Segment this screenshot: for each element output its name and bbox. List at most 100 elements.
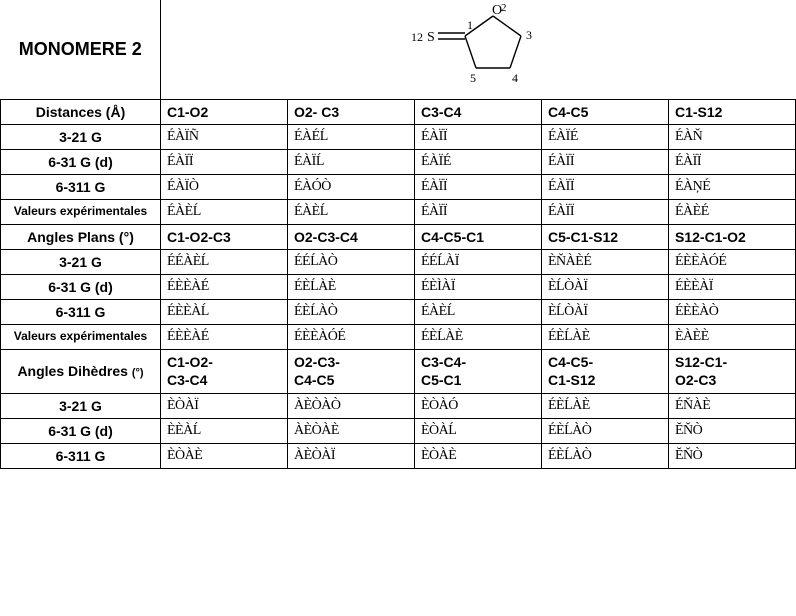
cell: ÈÒÀÓ bbox=[415, 394, 542, 419]
distances-header: Distances (Å) bbox=[1, 100, 161, 125]
cell: ÉÀÈĹ bbox=[415, 300, 542, 325]
label-1: 1 bbox=[467, 18, 473, 32]
cell: ÀÈÒÀÏ bbox=[288, 444, 415, 469]
col-header: C3-C4 bbox=[415, 100, 542, 125]
cell: ĔŇÒ bbox=[669, 419, 796, 444]
col-header: O2-C3-C4-C5 bbox=[288, 350, 415, 394]
col-header: S12-C1-O2 bbox=[669, 225, 796, 250]
atom-s: S bbox=[427, 30, 435, 45]
cell: ÉÈĹÀÈ bbox=[288, 275, 415, 300]
cell: ÈÒÀĹ bbox=[415, 419, 542, 444]
table-row: 6-31 G (d) ÉÀÏÏ ÉÀÏĹ ÉÀÏÉ ÉÀÏÏ ÉÀÏÏ bbox=[1, 150, 796, 175]
cell: ÉÀÏÏ bbox=[542, 175, 669, 200]
row-label: 3-21 G bbox=[1, 125, 161, 150]
row-label: 3-21 G bbox=[1, 394, 161, 419]
cell: ÉÈĹÀÈ bbox=[542, 394, 669, 419]
cell: ÉÈÈÀĹ bbox=[161, 300, 288, 325]
table-row: 6-311 G ÉÈÈÀĹ ÉÈĹÀÒ ÉÀÈĹ ÈĹÒÀÏ ÉÈÈÀÒ bbox=[1, 300, 796, 325]
label-2: 2 bbox=[501, 2, 507, 14]
cell: ÉÀÈĹ bbox=[288, 200, 415, 225]
cell: ÈÒÀÈ bbox=[161, 444, 288, 469]
table-row: Valeurs expérimentales ÉÈÈÀÉ ÉÈÈÀÓÉ ÉÈĹÀ… bbox=[1, 325, 796, 350]
cell: ÉÀÏÉ bbox=[415, 150, 542, 175]
table-row: 3-21 G ÉÀÏÑ ÉÀÉĹ ÉÀÏÏ ÉÀÏÉ ÉÀŇ bbox=[1, 125, 796, 150]
table-row: 3-21 G ÉÉÀÈĹ ÉÉĹÀÒ ÉÉĹÀÏ ÈŇÀÈÉ ÉÈÈÀÓÉ bbox=[1, 250, 796, 275]
col-header: C1-S12 bbox=[669, 100, 796, 125]
dihedrals-header: Angles Dihèdres (°) bbox=[1, 350, 161, 394]
cell: ÉŇÀÈ bbox=[669, 394, 796, 419]
col-header: C4-C5 bbox=[542, 100, 669, 125]
col-header: O2-C3-C4 bbox=[288, 225, 415, 250]
cell: ÉÀÏÏ bbox=[415, 175, 542, 200]
cell: ÉÀÏÒ bbox=[161, 175, 288, 200]
cell: ÉÈÈÀÓÉ bbox=[669, 250, 796, 275]
monomer-table: MONOMERE 2 O 2 3 4 bbox=[0, 0, 796, 469]
row-label: 6-311 G bbox=[1, 300, 161, 325]
cell: ÈĹÒÀÏ bbox=[542, 300, 669, 325]
col-header: S12-C1-O2-C3 bbox=[669, 350, 796, 394]
cell: ÉÀÏÏ bbox=[542, 150, 669, 175]
cell: ÈÈÀĹ bbox=[161, 419, 288, 444]
cell: ÉÀÈĹ bbox=[161, 200, 288, 225]
label-12: 12 bbox=[411, 30, 423, 44]
angles-header: Angles Plans (°) bbox=[1, 225, 161, 250]
col-header: C1-O2-C3 bbox=[161, 225, 288, 250]
cell: ÉÀÏÏ bbox=[161, 150, 288, 175]
col-header: C3-C4-C5-C1 bbox=[415, 350, 542, 394]
table-row: 6-31 G (d) ÉÈÈÀÉ ÉÈĹÀÈ ÉÈÌÀÏ ÈĹÒÀÏ ÉÈÈÀÏ bbox=[1, 275, 796, 300]
cell: ÉÉĹÀÒ bbox=[288, 250, 415, 275]
cell: ÉÀÏÑ bbox=[161, 125, 288, 150]
cell: ÉÈĹÀÈ bbox=[415, 325, 542, 350]
cell: ÉÀÏÏ bbox=[542, 200, 669, 225]
col-header: C1-O2 bbox=[161, 100, 288, 125]
cell: ÉÀÏĹ bbox=[288, 150, 415, 175]
table-row: 6-311 G ÉÀÏÒ ÉÀÓÒ ÉÀÏÏ ÉÀÏÏ ÉÀŅÉ bbox=[1, 175, 796, 200]
row-label: Valeurs expérimentales bbox=[1, 200, 161, 225]
cell: ÉÀÓÒ bbox=[288, 175, 415, 200]
cell: ÉÈÈÀÏ bbox=[669, 275, 796, 300]
page-title: MONOMERE 2 bbox=[1, 0, 161, 100]
row-label: 6-311 G bbox=[1, 175, 161, 200]
cell: ÉÈÈÀÓÉ bbox=[288, 325, 415, 350]
col-header: C4-C5-C1 bbox=[415, 225, 542, 250]
molecule-cell: O 2 3 4 5 1 S 12 bbox=[161, 0, 796, 100]
cell: ÉÈĹÀÒ bbox=[542, 444, 669, 469]
cell: ÈÒÀÏ bbox=[161, 394, 288, 419]
title-row: MONOMERE 2 O 2 3 4 bbox=[1, 0, 796, 100]
table-row: 3-21 G ÈÒÀÏ ÀÈÒÀÒ ÈÒÀÓ ÉÈĹÀÈ ÉŇÀÈ bbox=[1, 394, 796, 419]
cell: ÀÈÒÀÈ bbox=[288, 419, 415, 444]
label-5: 5 bbox=[470, 71, 476, 85]
section-dihedrals: Angles Dihèdres (°) C1-O2-C3-C4 O2-C3-C4… bbox=[1, 350, 796, 394]
cell: ÉÀŅÉ bbox=[669, 175, 796, 200]
cell: ÀÈÒÀÒ bbox=[288, 394, 415, 419]
cell: ÉÉĹÀÏ bbox=[415, 250, 542, 275]
table-row: Valeurs expérimentales ÉÀÈĹ ÉÀÈĹ ÉÀÏÏ ÉÀ… bbox=[1, 200, 796, 225]
cell: ÉÀÉĹ bbox=[288, 125, 415, 150]
cell: ÉÀÈÉ bbox=[669, 200, 796, 225]
label-4: 4 bbox=[512, 71, 518, 85]
label-3: 3 bbox=[526, 28, 532, 42]
table-row: 6-31 G (d) ÈÈÀĹ ÀÈÒÀÈ ÈÒÀĹ ÉÈĹÀÒ ĔŇÒ bbox=[1, 419, 796, 444]
row-label: 3-21 G bbox=[1, 250, 161, 275]
cell: ÈÀÈÈ bbox=[669, 325, 796, 350]
cell: ÉÉÀÈĹ bbox=[161, 250, 288, 275]
col-header: C4-C5-C1-S12 bbox=[542, 350, 669, 394]
row-label: 6-311 G bbox=[1, 444, 161, 469]
molecule-diagram: O 2 3 4 5 1 S 12 bbox=[383, 2, 573, 94]
cell: ÉÀÏÏ bbox=[669, 150, 796, 175]
cell: ÈÒÀÈ bbox=[415, 444, 542, 469]
cell: ÉÈÌÀÏ bbox=[415, 275, 542, 300]
cell: ÈĹÒÀÏ bbox=[542, 275, 669, 300]
row-label: 6-31 G (d) bbox=[1, 419, 161, 444]
col-header: C5-C1-S12 bbox=[542, 225, 669, 250]
cell: ÈŇÀÈÉ bbox=[542, 250, 669, 275]
cell: ÉÈĹÀÒ bbox=[542, 419, 669, 444]
cell: ÉÈÈÀÒ bbox=[669, 300, 796, 325]
section-angles: Angles Plans (°) C1-O2-C3 O2-C3-C4 C4-C5… bbox=[1, 225, 796, 250]
cell: ÉÈĹÀÈ bbox=[542, 325, 669, 350]
table-row: 6-311 G ÈÒÀÈ ÀÈÒÀÏ ÈÒÀÈ ÉÈĹÀÒ ĔŇÒ bbox=[1, 444, 796, 469]
cell: ÉÈĹÀÒ bbox=[288, 300, 415, 325]
cell: ÉÀÏÏ bbox=[415, 200, 542, 225]
row-label: Valeurs expérimentales bbox=[1, 325, 161, 350]
section-distances: Distances (Å) C1-O2 O2- C3 C3-C4 C4-C5 C… bbox=[1, 100, 796, 125]
